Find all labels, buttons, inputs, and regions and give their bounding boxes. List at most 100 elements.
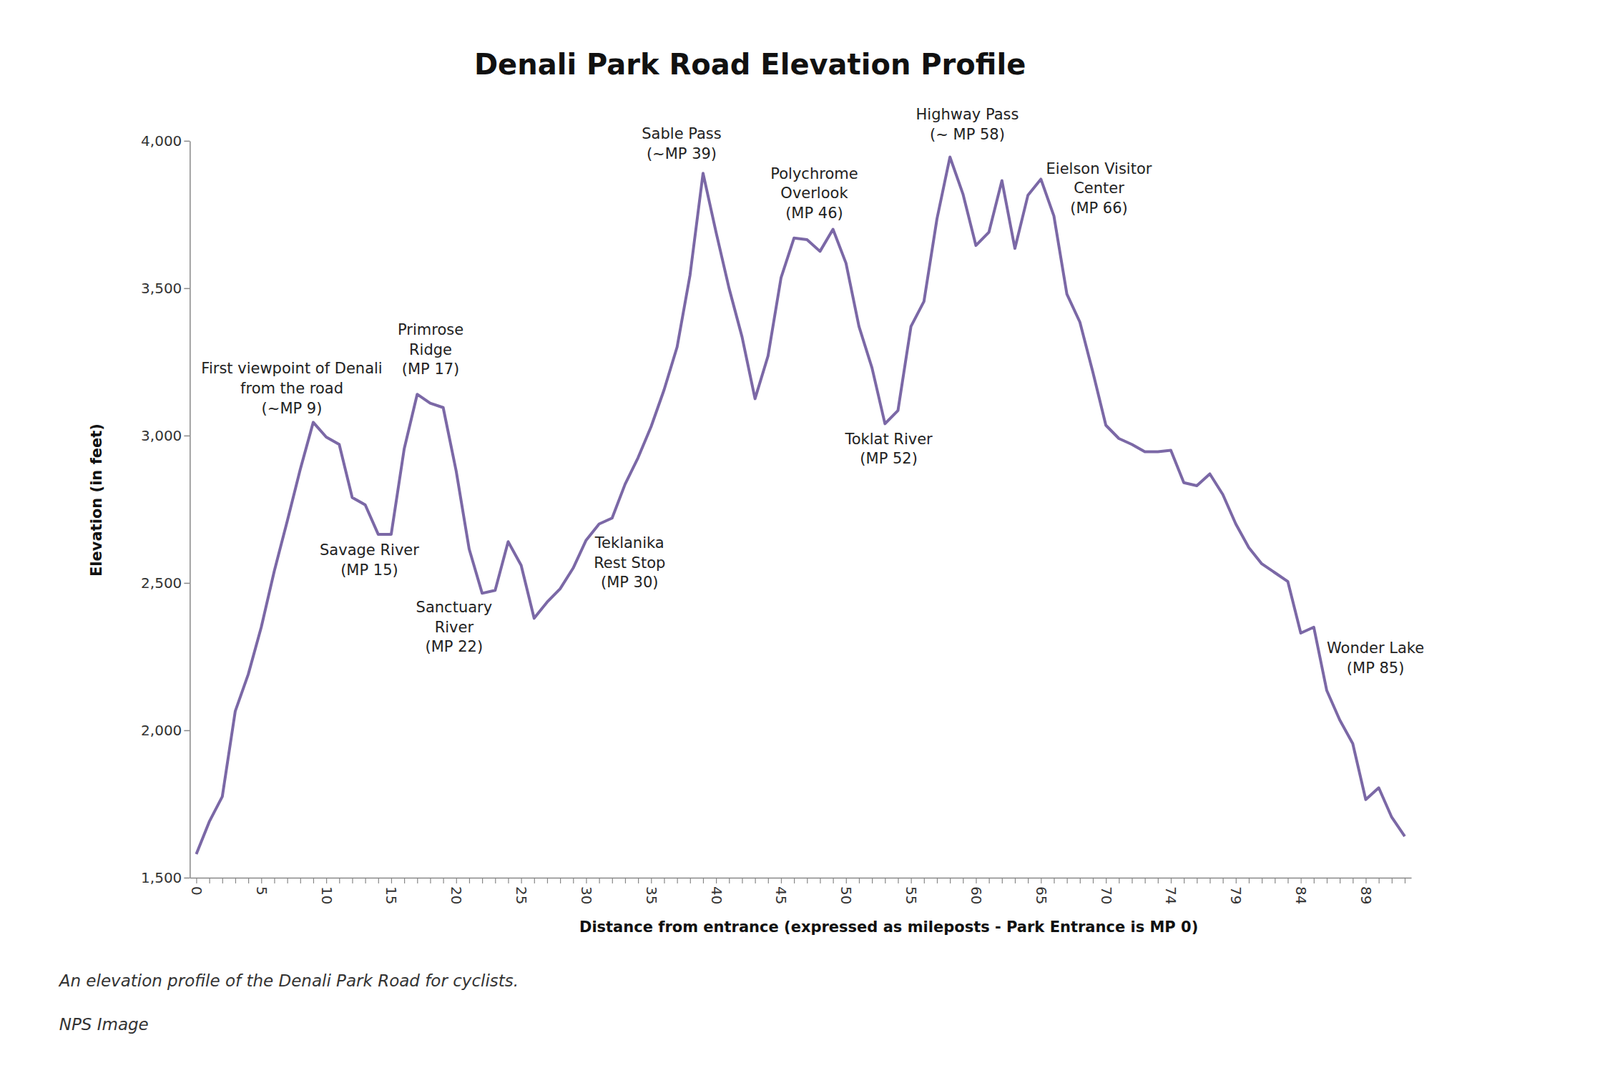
- x-tick-mark: [1248, 877, 1250, 884]
- x-tick-mark: [1404, 877, 1406, 884]
- y-axis-line: [189, 140, 191, 878]
- x-tick-label: 25: [512, 886, 530, 905]
- x-tick: [1326, 877, 1328, 884]
- annotation-line: Overlook: [780, 184, 849, 202]
- x-tick-mark: [300, 877, 302, 884]
- x-axis: 051015202530354045505560657074798489: [188, 877, 1412, 905]
- x-tick-mark: [1391, 877, 1393, 884]
- x-tick: [1080, 877, 1081, 884]
- annotation-line: (MP 22): [425, 637, 484, 656]
- x-tick-mark: [715, 877, 717, 884]
- x-tick-mark: [1261, 877, 1263, 884]
- y-tick-mark: [183, 140, 190, 143]
- annotation-line: First viewpoint of Denali: [200, 359, 382, 377]
- x-tick-mark: [1105, 877, 1107, 884]
- x-tick-label: 50: [837, 886, 855, 905]
- y-tick-label: 2,500: [140, 574, 182, 592]
- x-tick: 89: [1357, 877, 1375, 905]
- annotation: Savage River(MP 15): [319, 541, 420, 579]
- annotation: Sable Pass(~MP 39): [641, 125, 721, 163]
- x-tick: 60: [967, 877, 985, 905]
- y-tick: 2,500: [140, 574, 190, 592]
- x-tick: [755, 877, 757, 884]
- x-tick-mark: [248, 877, 249, 884]
- annotation: Wonder Lake(MP 85): [1326, 639, 1425, 677]
- x-tick: [235, 877, 237, 884]
- caption: An elevation profile of the Denali Park …: [57, 971, 519, 990]
- x-tick: [351, 877, 353, 884]
- x-tick-mark: [313, 877, 314, 884]
- annotation-line: Savage River: [319, 541, 420, 559]
- y-tick-mark: [183, 582, 190, 585]
- x-tick: [924, 877, 925, 884]
- annotation: First viewpoint of Denali from the road (~…: [200, 359, 382, 417]
- x-tick-mark: [1118, 877, 1120, 884]
- x-tick: 0: [188, 877, 206, 896]
- x-tick: [819, 877, 821, 884]
- x-tick: [1261, 877, 1263, 884]
- annotation-line: (MP 30): [600, 573, 659, 591]
- title: Denali Park Road Elevation Profile: [474, 47, 1026, 81]
- x-tick: [443, 877, 445, 884]
- x-tick-mark: [1183, 877, 1185, 884]
- x-tick: [637, 877, 639, 884]
- x-tick-mark: [1014, 877, 1016, 884]
- x-axis-line: [190, 877, 1412, 880]
- x-tick-mark: [1145, 877, 1146, 884]
- x-tick-mark: [677, 877, 679, 884]
- x-tick-mark: [1157, 877, 1159, 884]
- x-tick: 50: [837, 877, 855, 905]
- plot-area: [195, 157, 1405, 855]
- x-tick-label: 15: [382, 886, 400, 905]
- x-tick-mark: [195, 877, 197, 884]
- x-tick-mark: [1378, 877, 1380, 884]
- x-tick: [416, 877, 418, 884]
- x-tick-label: 10: [318, 886, 336, 905]
- x-tick-mark: [625, 877, 626, 884]
- annotation-line: Primrose: [397, 321, 464, 339]
- x-tick: 5: [253, 877, 271, 896]
- chart: Denali Park Road Elevation Profile 1,500 2…: [0, 0, 1600, 1073]
- x-tick-label: 65: [1032, 886, 1050, 905]
- y-tick: 4,000: [140, 132, 190, 150]
- x-tick-mark: [911, 877, 912, 884]
- y-axis-title: Elevation (in feet): [87, 423, 106, 577]
- x-tick: [833, 877, 834, 884]
- x-tick: [677, 877, 679, 884]
- x-tick: [1209, 877, 1211, 884]
- x-tick-mark: [663, 877, 665, 884]
- x-tick-mark: [235, 877, 237, 884]
- x-tick-mark: [1053, 877, 1055, 884]
- y-tick-label: 4,000: [140, 132, 182, 150]
- x-tick-mark: [391, 877, 392, 884]
- x-tick: [313, 877, 314, 884]
- x-tick-label: 30: [577, 886, 596, 905]
- annotation: PrimroseRidge(MP 17): [397, 321, 464, 378]
- x-tick: 25: [512, 877, 530, 905]
- x-tick: 55: [902, 877, 920, 905]
- x-tick: [1313, 877, 1315, 884]
- x-tick-mark: [456, 877, 458, 884]
- x-tick-mark: [585, 877, 587, 884]
- annotation-line: from the road: [240, 379, 344, 397]
- annotation: TeklanikaRest Stop(MP 30): [593, 534, 666, 591]
- x-tick: [703, 877, 704, 884]
- x-tick: [663, 877, 665, 884]
- y-tick-label: 1,500: [140, 869, 182, 887]
- annotation-line: Center: [1073, 179, 1125, 197]
- x-tick-mark: [1339, 877, 1341, 884]
- x-tick-mark: [1274, 877, 1276, 884]
- annotation-line: (MP 17): [401, 360, 460, 378]
- x-tick: [572, 877, 574, 884]
- annotation-line: (~MP 9): [261, 399, 323, 417]
- x-tick: [1092, 877, 1094, 884]
- x-tick: [494, 877, 496, 884]
- x-tick: [378, 877, 380, 884]
- annotation-line: (MP 52): [859, 449, 918, 468]
- x-tick-mark: [273, 877, 275, 884]
- x-tick: [989, 877, 990, 884]
- annotation-line: (MP 85): [1346, 659, 1405, 677]
- x-tick: [949, 877, 951, 884]
- x-tick-mark: [690, 877, 691, 884]
- x-tick: 74: [1162, 877, 1180, 905]
